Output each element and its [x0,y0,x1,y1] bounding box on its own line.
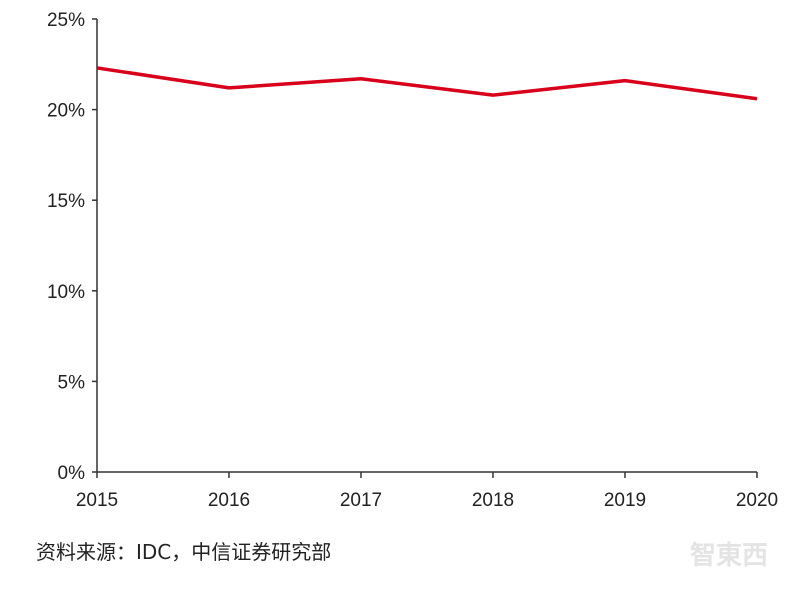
y-tick-label: 10% [47,282,85,303]
y-tick-label: 5% [58,372,86,393]
y-tick-label: 15% [47,191,85,212]
x-tick-label: 2016 [208,490,250,511]
x-tick-label: 2019 [604,490,646,511]
y-tick-label: 0% [58,463,86,484]
x-tick-label: 2017 [340,490,382,511]
watermark-logo: 智東西 [690,541,769,571]
x-tick-label: 2020 [736,490,778,511]
series-line [96,66,758,101]
source-note: 资料来源：IDC，中信证券研究部 [36,540,332,564]
line-chart: 0% 5% 10% 15% 20% 25% 2015 2016 2017 2018 2019 2020 [47,10,778,511]
y-tick-label: 20% [47,101,85,122]
x-tick-label: 2015 [76,490,118,511]
y-tick-label: 25% [47,10,85,31]
x-tick-label: 2018 [472,490,514,511]
